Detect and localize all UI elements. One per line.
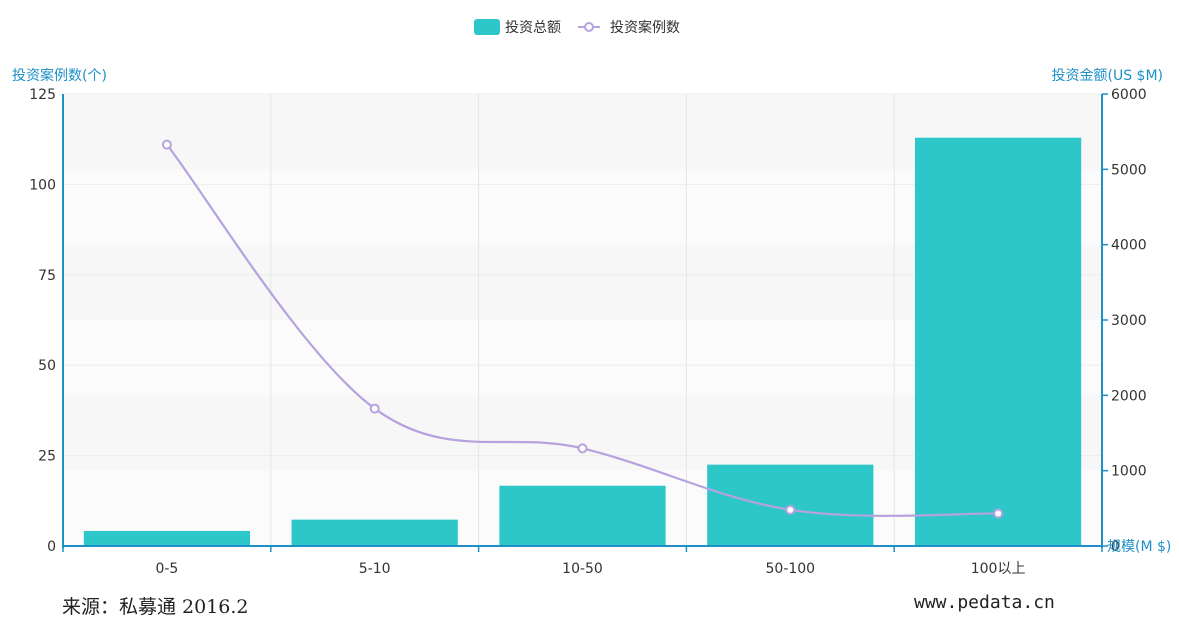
x-tick-label: 50-100: [766, 561, 816, 577]
right-tick-label: 2000: [1111, 388, 1147, 404]
left-axis-ticks: 0 25 50 75 100 125: [29, 87, 56, 555]
x-tick-label: 10-50: [562, 561, 603, 577]
x-axis-title: 规模(M $): [1107, 539, 1171, 555]
x-tick-label: 5-10: [359, 561, 391, 577]
line-point[interactable]: [369, 403, 380, 414]
left-tick-label: 25: [38, 449, 56, 465]
legend-line-marker[interactable]: [584, 22, 594, 32]
line-series-path: [166, 143, 999, 517]
right-axis-ticks: 0 1000 2000 3000 4000 5000 6000: [1102, 87, 1147, 555]
legend[interactable]: 投资总额 投资案例数: [474, 19, 680, 36]
right-tick-label: 3000: [1111, 313, 1147, 329]
left-tick-label: 50: [38, 358, 56, 374]
left-axis-title: 投资案例数(个): [12, 67, 107, 84]
bar[interactable]: [914, 137, 1082, 546]
x-tick-label: 0-5: [155, 561, 178, 577]
right-tick-label: 4000: [1111, 238, 1147, 254]
line-point[interactable]: [577, 443, 588, 454]
right-tick-label: 0: [1111, 539, 1120, 555]
line-point[interactable]: [161, 139, 172, 150]
right-tick-label: 1000: [1111, 464, 1147, 480]
left-tick-label: 125: [29, 87, 56, 103]
x-axis-ticks: 0-5 5-10 10-50 50-100 100以上: [62, 546, 1103, 577]
website-caption[interactable]: www.pedata.cn: [914, 592, 1055, 613]
line-series-points: [161, 139, 1004, 519]
legend-bar-swatch[interactable]: [474, 19, 500, 35]
line-point[interactable]: [993, 508, 1004, 519]
left-tick-label: 100: [29, 177, 56, 193]
left-tick-label: 75: [38, 268, 56, 284]
combo-chart: 投资总额 投资案例数 投资案例数(个) 投资金额(US $M) 0 25 50 75 1…: [12, 19, 1171, 577]
legend-line-label[interactable]: 投资案例数: [610, 19, 680, 36]
bar-series: [83, 137, 1082, 546]
source-caption: 来源：私募通 2016.2: [62, 596, 249, 618]
legend-bar-label[interactable]: 投资总额: [505, 20, 561, 36]
left-tick-label: 0: [47, 539, 56, 555]
bar[interactable]: [499, 485, 666, 546]
right-axis-title: 投资金额(US $M): [1052, 68, 1164, 84]
bar[interactable]: [83, 530, 251, 546]
right-tick-label: 6000: [1111, 87, 1147, 103]
bar[interactable]: [291, 519, 458, 546]
line-point[interactable]: [785, 504, 796, 515]
vertical-gridlines: [270, 94, 895, 546]
x-tick-label: 100以上: [971, 561, 1026, 577]
right-tick-label: 5000: [1111, 162, 1147, 178]
